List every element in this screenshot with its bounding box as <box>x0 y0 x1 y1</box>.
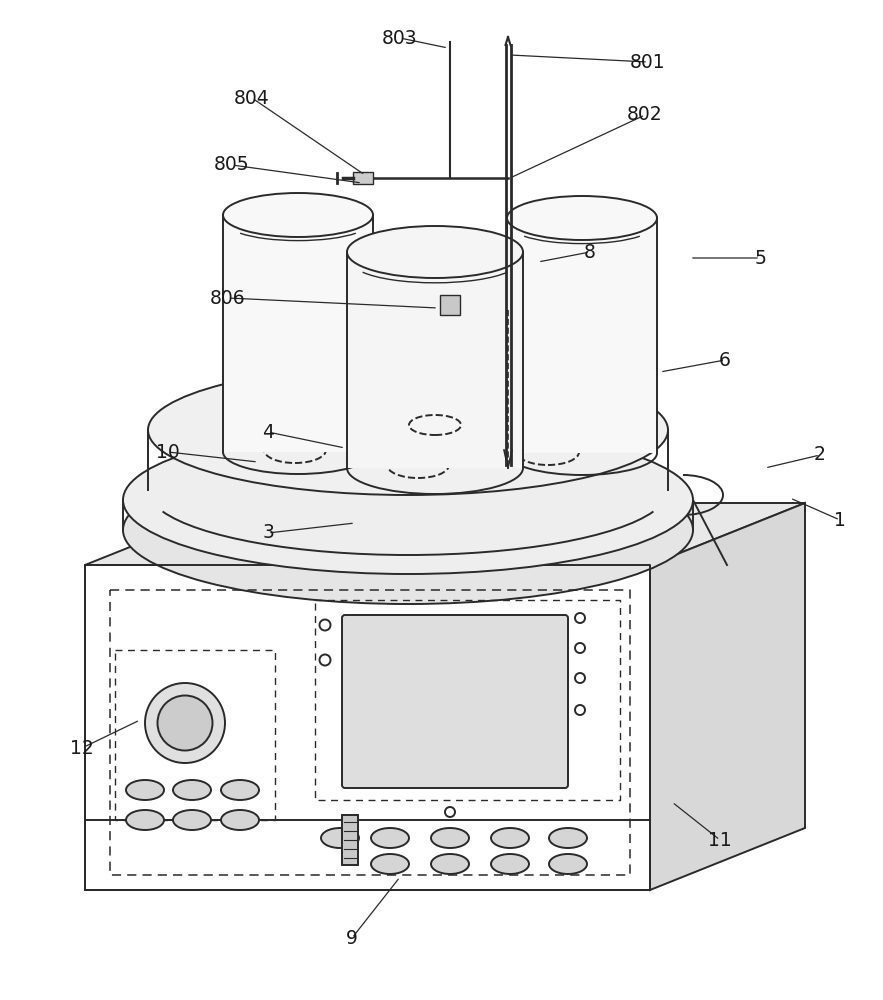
Text: 9: 9 <box>346 928 358 948</box>
Ellipse shape <box>145 683 225 763</box>
FancyBboxPatch shape <box>342 615 568 788</box>
Polygon shape <box>507 218 657 453</box>
Ellipse shape <box>223 193 373 237</box>
Ellipse shape <box>173 810 211 830</box>
Polygon shape <box>650 503 805 890</box>
Bar <box>440 295 460 315</box>
Text: 3: 3 <box>262 524 274 542</box>
Ellipse shape <box>126 780 164 800</box>
Ellipse shape <box>173 780 211 800</box>
Text: 2: 2 <box>814 446 826 464</box>
Ellipse shape <box>123 456 693 604</box>
Ellipse shape <box>321 828 359 848</box>
Ellipse shape <box>431 828 469 848</box>
Ellipse shape <box>157 696 213 750</box>
Ellipse shape <box>371 854 409 874</box>
Text: 803: 803 <box>382 28 418 47</box>
Polygon shape <box>347 252 523 468</box>
Polygon shape <box>223 215 373 452</box>
Ellipse shape <box>431 854 469 874</box>
Text: 804: 804 <box>234 89 270 107</box>
Text: 6: 6 <box>719 351 731 369</box>
Polygon shape <box>85 565 650 890</box>
Ellipse shape <box>491 854 529 874</box>
Text: 801: 801 <box>630 52 666 72</box>
Ellipse shape <box>123 426 693 574</box>
Text: 5: 5 <box>754 248 766 267</box>
Ellipse shape <box>221 810 259 830</box>
Text: 11: 11 <box>708 830 732 850</box>
Text: 8: 8 <box>584 242 596 261</box>
Ellipse shape <box>549 828 587 848</box>
Ellipse shape <box>371 828 409 848</box>
Text: 802: 802 <box>627 105 663 124</box>
Ellipse shape <box>126 810 164 830</box>
Ellipse shape <box>549 854 587 874</box>
Text: 10: 10 <box>156 442 180 462</box>
Ellipse shape <box>491 828 529 848</box>
Bar <box>342 815 358 865</box>
Polygon shape <box>85 503 805 565</box>
Bar <box>353 172 373 184</box>
Text: 805: 805 <box>215 155 250 174</box>
Ellipse shape <box>221 780 259 800</box>
Text: 806: 806 <box>210 288 245 308</box>
Ellipse shape <box>507 196 657 240</box>
Text: 1: 1 <box>834 510 846 530</box>
Ellipse shape <box>347 226 523 278</box>
Text: 12: 12 <box>70 738 94 758</box>
Ellipse shape <box>148 365 668 495</box>
Text: 4: 4 <box>262 422 274 442</box>
